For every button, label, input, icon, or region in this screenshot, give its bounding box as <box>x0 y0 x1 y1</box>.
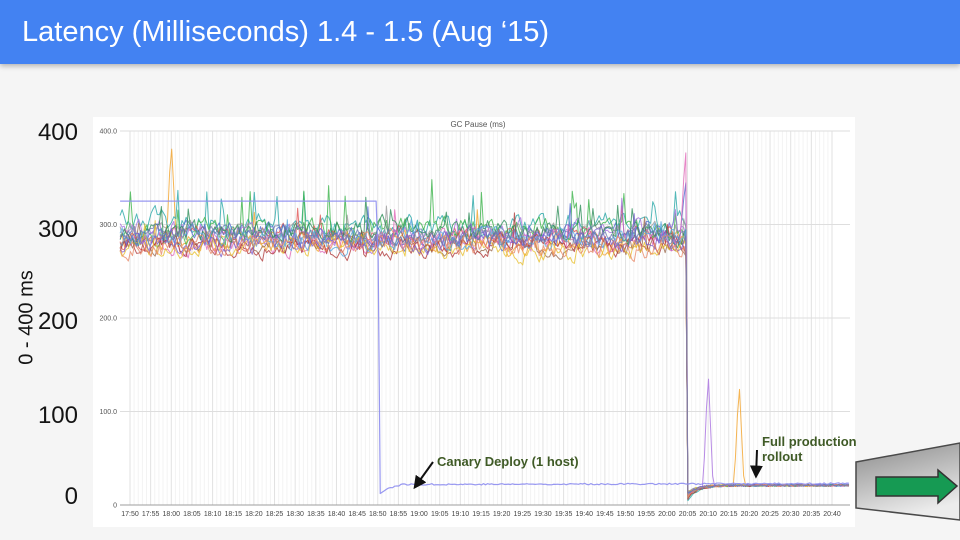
scale-label-200: 200 <box>37 308 78 335</box>
canary-deploy-annotation: Canary Deploy (1 host) <box>437 454 579 469</box>
gc-pause-chart-panel <box>93 117 855 527</box>
page-title: Latency (Milliseconds) 1.4 - 1.5 (Aug ‘1… <box>22 16 550 48</box>
scale-label-100: 100 <box>37 402 78 429</box>
scale-label-0: 0 <box>64 483 78 510</box>
slide-header: Latency (Milliseconds) 1.4 - 1.5 (Aug ‘1… <box>0 0 960 64</box>
next-slide-arrow[interactable] <box>850 433 960 533</box>
full-rollout-annotation: Full production rollout <box>762 434 857 464</box>
gc-pause-chart-canvas <box>93 117 855 527</box>
y-axis-caption: 0 - 400 ms <box>15 270 38 365</box>
scale-label-400: 400 <box>37 119 78 146</box>
next-arrow-green-icon <box>875 468 959 505</box>
scale-label-300: 300 <box>37 216 78 243</box>
